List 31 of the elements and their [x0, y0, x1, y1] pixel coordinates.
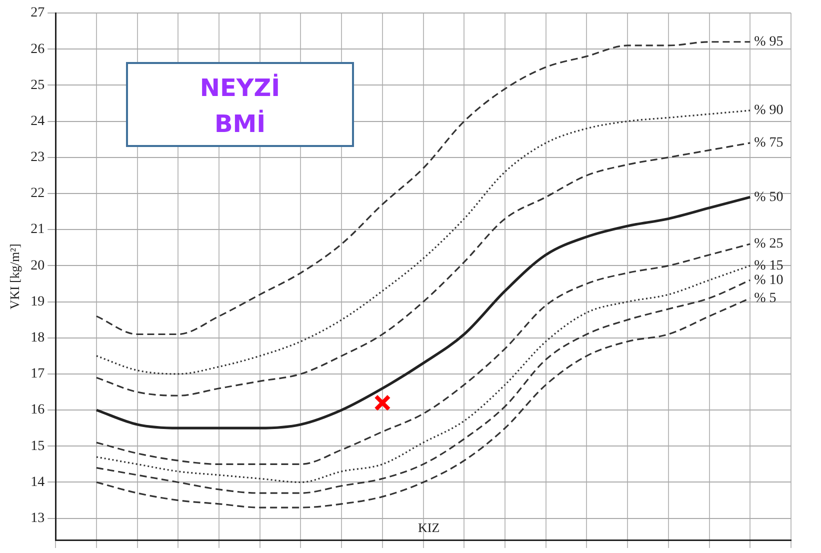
- line-series: [96, 41, 751, 336]
- y-tick-label: 25: [30, 78, 45, 93]
- y-tick-label: 19: [30, 294, 45, 310]
- text-box: NEYZİ BMİ: [126, 62, 354, 147]
- series-label: % 10: [754, 272, 784, 288]
- series-label: % 95: [754, 34, 784, 50]
- y-tick-label: 17: [30, 366, 45, 382]
- y-tick-label: 16: [30, 402, 45, 418]
- y-axis-title: VKI [kg/m²]: [7, 244, 22, 310]
- line-series: [96, 110, 751, 375]
- series-label: % 90: [754, 103, 784, 118]
- y-tick-label: 20: [30, 258, 45, 274]
- y-tick-label: 13: [30, 511, 45, 526]
- y-tick-label: 23: [30, 150, 45, 166]
- series-label: % 15: [754, 258, 784, 274]
- y-tick-label: 14: [30, 474, 45, 490]
- y-tick-label: 24: [30, 114, 45, 129]
- y-tick-label: 21: [30, 222, 45, 238]
- series-label: % 5: [754, 290, 776, 306]
- y-tick-label: 22: [30, 186, 45, 202]
- annotation: KIZ: [418, 520, 440, 536]
- y-tick-label: 18: [30, 330, 45, 346]
- line-series: [96, 243, 751, 465]
- line-series: [96, 142, 751, 396]
- series-label: % 25: [754, 236, 784, 252]
- line-series: [95, 196, 752, 430]
- series-label: % 50: [754, 190, 784, 205]
- series-label: % 75: [754, 136, 784, 151]
- y-tick-label: 27: [30, 6, 45, 21]
- y-tick-label: 15: [30, 438, 45, 454]
- y-tick-label: 26: [30, 42, 45, 57]
